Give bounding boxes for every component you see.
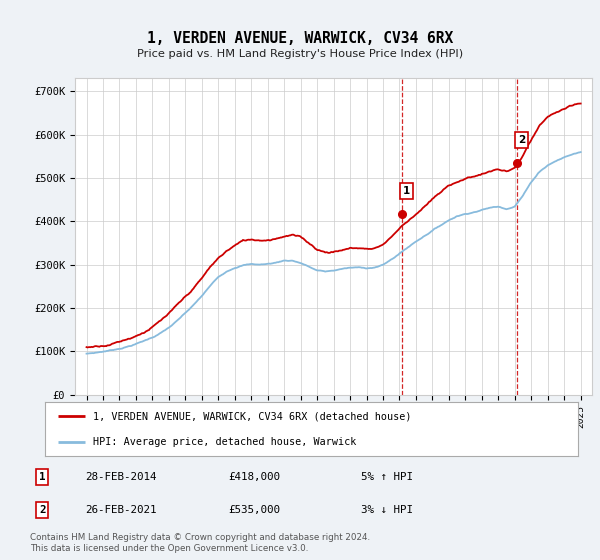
Text: 2: 2 xyxy=(39,505,46,515)
Text: 1, VERDEN AVENUE, WARWICK, CV34 6RX (detached house): 1, VERDEN AVENUE, WARWICK, CV34 6RX (det… xyxy=(93,412,412,421)
Text: £418,000: £418,000 xyxy=(229,472,281,482)
Text: 2: 2 xyxy=(518,136,525,146)
Text: 5% ↑ HPI: 5% ↑ HPI xyxy=(361,472,413,482)
Text: Price paid vs. HM Land Registry's House Price Index (HPI): Price paid vs. HM Land Registry's House … xyxy=(137,49,463,59)
Text: 1: 1 xyxy=(39,472,46,482)
Text: £535,000: £535,000 xyxy=(229,505,281,515)
Text: 1: 1 xyxy=(403,186,410,196)
Text: 3% ↓ HPI: 3% ↓ HPI xyxy=(361,505,413,515)
Text: HPI: Average price, detached house, Warwick: HPI: Average price, detached house, Warw… xyxy=(93,437,356,446)
Text: Contains HM Land Registry data © Crown copyright and database right 2024.
This d: Contains HM Land Registry data © Crown c… xyxy=(30,533,370,553)
Text: 26-FEB-2021: 26-FEB-2021 xyxy=(85,505,157,515)
Text: 28-FEB-2014: 28-FEB-2014 xyxy=(85,472,157,482)
Text: 1, VERDEN AVENUE, WARWICK, CV34 6RX: 1, VERDEN AVENUE, WARWICK, CV34 6RX xyxy=(147,31,453,46)
